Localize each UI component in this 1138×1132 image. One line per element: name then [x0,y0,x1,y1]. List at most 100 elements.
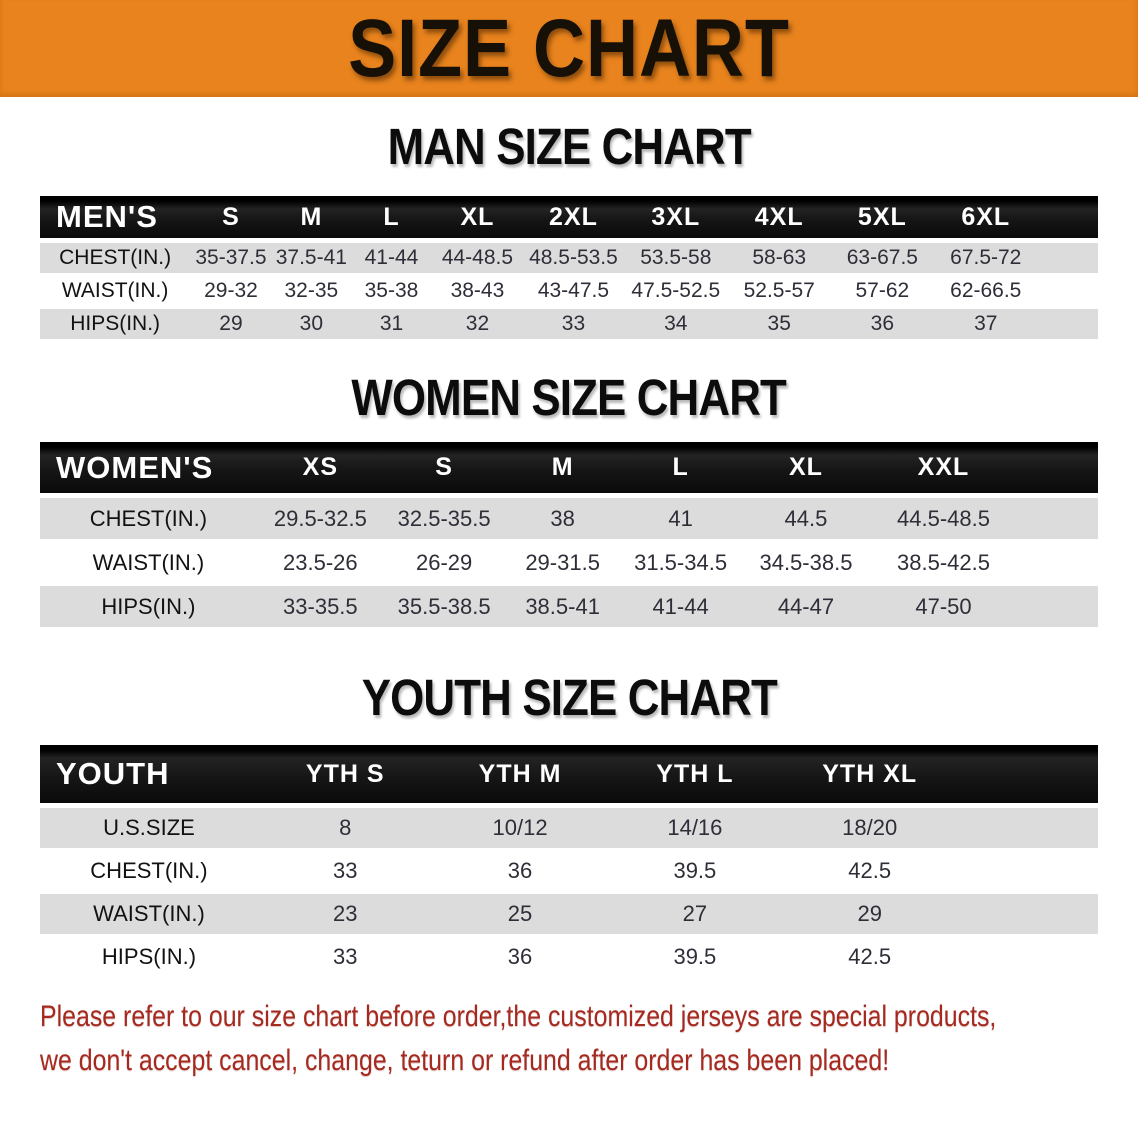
section-title-men: MAN SIZE CHART [0,121,1138,172]
size-value-cell: 38.5-42.5 [871,542,1016,586]
size-value-cell: 27 [607,894,783,937]
size-value-cell: 44.5 [740,498,872,542]
size-value-cell: 36 [830,309,934,342]
size-value-cell: 23 [257,894,433,937]
size-value-cell: 29 [782,894,958,937]
size-value-cell: 44-47 [740,586,872,630]
table-row: CHEST(IN.) 29.5-32.5 32.5-35.5 38 41 44.5 44.5… [40,498,1098,542]
size-value-cell: 32-35 [271,276,352,309]
size-chart-banner: SIZE CHART [0,0,1138,97]
row-filler [957,894,1098,937]
table-row: U.S.SIZE 8 10/12 14/16 18/20 [40,808,1098,851]
size-value-cell: 25 [432,894,608,937]
size-value-cell: 33 [522,309,624,342]
measure-label: CHEST(IN.) [40,851,258,894]
size-value-cell: 44.5-48.5 [871,498,1016,542]
section-title-text: WOMEN SIZE CHART [351,369,787,426]
size-value-cell: 32.5-35.5 [383,498,505,542]
measure-label: HIPS(IN.) [40,309,191,342]
size-col-header: M [504,442,621,498]
measure-label: WAIST(IN.) [40,894,258,937]
row-filler [1015,586,1098,630]
row-filler [957,808,1098,851]
size-value-cell: 47-50 [871,586,1016,630]
row-filler [1015,542,1098,586]
size-value-cell: 37.5-41 [271,243,352,276]
section-title-youth: YOUTH SIZE CHART [0,672,1138,723]
size-value-cell: 35-38 [351,276,432,309]
disclaimer: Please refer to our size chart before or… [40,995,1098,1082]
table-row: CHEST(IN.) 33 36 39.5 42.5 [40,851,1098,894]
measure-label: HIPS(IN.) [40,586,257,630]
size-col-header: 4XL [727,196,831,243]
size-col-header: S [383,442,505,498]
header-row: WOMEN'S XS S M L XL XXL [40,442,1098,498]
size-value-cell: 34 [623,309,728,342]
size-col-header: L [351,196,432,243]
size-value-cell: 44-48.5 [431,243,523,276]
women-size-table: WOMEN'S XS S M L XL XXL CHEST(IN.) 29.5-32.5 32.5… [40,442,1098,630]
size-chart-sections: MAN SIZE CHART MEN'S S M L XL 2XL 3XL 4XL 5XL 6XL C… [0,121,1138,980]
size-value-cell: 39.5 [607,851,783,894]
size-value-cell: 38-43 [431,276,523,309]
size-value-cell: 67.5-72 [933,243,1038,276]
size-col-header: XXL [871,442,1016,498]
size-value-cell: 42.5 [782,851,958,894]
row-filler [957,851,1098,894]
table-row: WAIST(IN.) 23 25 27 29 [40,894,1098,937]
banner-title: SIZE CHART [348,2,790,94]
size-section-men: MAN SIZE CHART MEN'S S M L XL 2XL 3XL 4XL 5XL 6XL C… [0,121,1138,342]
size-value-cell: 63-67.5 [830,243,934,276]
men-size-table: MEN'S S M L XL 2XL 3XL 4XL 5XL 6XL CHEST(IN.) 35-37… [40,196,1098,342]
men-table-wrap: MEN'S S M L XL 2XL 3XL 4XL 5XL 6XL CHEST(IN.) 35-37… [40,196,1098,342]
measure-label: U.S.SIZE [40,808,258,851]
row-filler [1037,276,1098,309]
size-value-cell: 41 [620,498,741,542]
section-title-women: WOMEN SIZE CHART [0,372,1138,423]
size-value-cell: 38.5-41 [504,586,621,630]
size-col-header: L [620,442,741,498]
size-value-cell: 35-37.5 [190,243,272,276]
disclaimer-line-1: Please refer to our size chart before or… [40,1000,997,1033]
size-col-header: 3XL [623,196,728,243]
size-col-header: YTH XL [782,745,958,808]
measure-label: CHEST(IN.) [40,243,191,276]
disclaimer-line-2: we don't accept cancel, change, teturn o… [40,1043,890,1077]
size-value-cell: 33 [257,851,433,894]
header-row: YOUTH YTH S YTH M YTH L YTH XL [40,745,1098,808]
youth-size-table: YOUTH YTH S YTH M YTH L YTH XL U.S.SIZE 8 10/12… [40,745,1098,980]
size-value-cell: 26-29 [383,542,505,586]
size-value-cell: 38 [504,498,621,542]
table-row: HIPS(IN.) 33 36 39.5 42.5 [40,937,1098,980]
size-col-header: 5XL [830,196,934,243]
size-value-cell: 36 [432,851,608,894]
section-title-text: YOUTH SIZE CHART [361,669,777,726]
size-value-cell: 31.5-34.5 [620,542,741,586]
size-value-cell: 48.5-53.5 [522,243,624,276]
size-value-cell: 39.5 [607,937,783,980]
size-value-cell: 33 [257,937,433,980]
size-value-cell: 29-31.5 [504,542,621,586]
row-filler [957,937,1098,980]
size-col-header: S [190,196,272,243]
size-col-header: YTH M [432,745,608,808]
size-value-cell: 37 [933,309,1038,342]
size-value-cell: 36 [432,937,608,980]
size-value-cell: 10/12 [432,808,608,851]
size-section-youth: YOUTH SIZE CHART YOUTH YTH S YTH M YTH L YTH … [0,672,1138,980]
row-filler [1015,498,1098,542]
table-row: WAIST(IN.) 23.5-26 26-29 29-31.5 31.5-34.5 34… [40,542,1098,586]
table-row: CHEST(IN.) 35-37.5 37.5-41 41-44 44-48.5 48.5… [40,243,1098,276]
size-value-cell: 29-32 [190,276,272,309]
measure-label: HIPS(IN.) [40,937,258,980]
corner-label: WOMEN'S [40,442,257,498]
row-filler [1037,243,1098,276]
size-col-header: 2XL [522,196,624,243]
women-table-wrap: WOMEN'S XS S M L XL XXL CHEST(IN.) 29.5-32.5 32.5… [40,442,1098,630]
size-value-cell: 62-66.5 [933,276,1038,309]
measure-label: CHEST(IN.) [40,498,257,542]
size-col-header: XS [256,442,384,498]
row-filler [1037,309,1098,342]
section-title-text: MAN SIZE CHART [387,118,751,175]
size-value-cell: 58-63 [727,243,831,276]
